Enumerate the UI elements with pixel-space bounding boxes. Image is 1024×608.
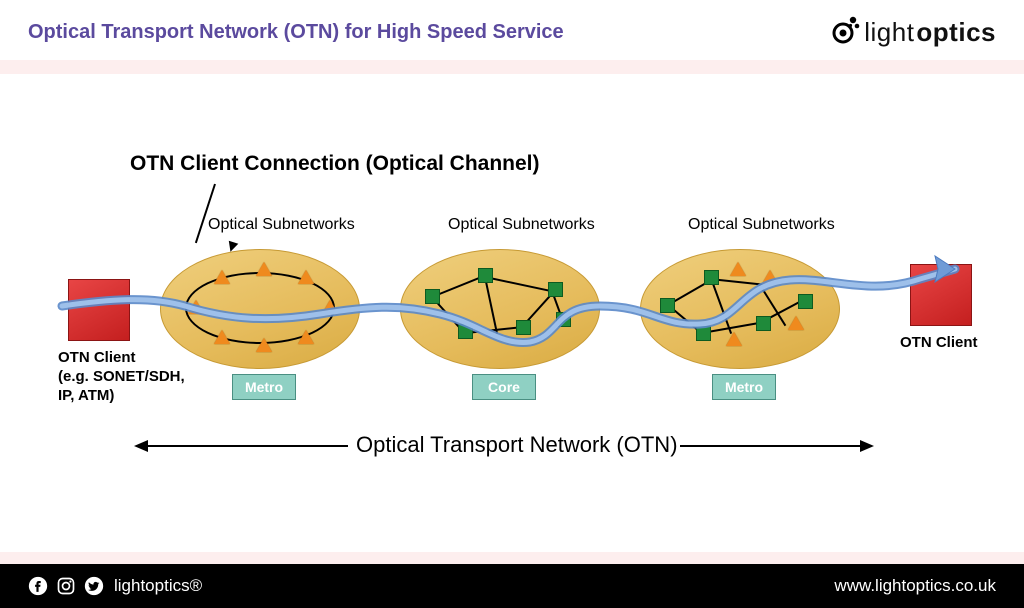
mesh-node-tri-icon	[788, 316, 804, 330]
mesh-node-icon	[696, 326, 711, 341]
mesh-node-icon	[704, 270, 719, 285]
page-title: Optical Transport Network (OTN) for High…	[28, 21, 564, 44]
mesh-node-icon	[660, 298, 675, 313]
ring-node-icon	[214, 270, 230, 284]
footer-handle: lightoptics®	[114, 576, 202, 596]
footer: lightoptics® www.lightoptics.co.uk	[0, 564, 1024, 608]
mesh-node-icon	[798, 294, 813, 309]
ring-node-icon	[298, 270, 314, 284]
otn-client-left	[68, 279, 130, 341]
mesh-node-tri-icon	[730, 262, 746, 276]
brand-logo: lightoptics	[832, 14, 996, 51]
pointer-arrow-line	[195, 184, 216, 244]
otn-client-right	[910, 264, 972, 326]
left-client-label: OTN Client (e.g. SONET/SDH, IP, ATM)	[58, 349, 185, 405]
footer-url: www.lightoptics.co.uk	[834, 576, 996, 596]
logo-mark-icon	[832, 14, 862, 51]
instagram-icon	[56, 576, 76, 596]
mesh-node-icon	[516, 320, 531, 335]
header-divider	[0, 60, 1024, 74]
mesh-node-tri-icon	[726, 332, 742, 346]
mesh-node-icon	[556, 312, 571, 327]
facebook-icon	[28, 576, 48, 596]
footer-divider	[0, 552, 1024, 564]
span-arrow-left-icon	[134, 440, 148, 452]
mesh-node-tri-icon	[762, 270, 778, 284]
tag-metro-left: Metro	[232, 374, 296, 400]
logo-text-thin: light	[864, 17, 914, 48]
subnet-core	[400, 249, 600, 369]
span-arrow-right-icon	[860, 440, 874, 452]
ring-node-icon	[214, 330, 230, 344]
ring-node-icon	[298, 330, 314, 344]
span-label: Optical Transport Network (OTN)	[356, 432, 678, 458]
mesh-node-icon	[458, 324, 473, 339]
subnet-label-3: Optical Subnetworks	[688, 216, 835, 234]
ring-node-icon	[256, 338, 272, 352]
connection-title-label: OTN Client Connection (Optical Channel)	[130, 152, 540, 176]
right-client-label: OTN Client	[900, 334, 978, 351]
mesh-node-icon	[756, 316, 771, 331]
span-arrow-line	[680, 445, 860, 447]
diagram-canvas: OTN Client Connection (Optical Channel) …	[0, 74, 1024, 544]
ring-node-icon	[256, 262, 272, 276]
left-client-line2: (e.g. SONET/SDH,	[58, 368, 185, 387]
ring-node-icon	[322, 300, 338, 314]
mesh-node-icon	[425, 289, 440, 304]
mesh-node-icon	[548, 282, 563, 297]
social-icons	[28, 576, 104, 596]
logo-text-bold: optics	[916, 17, 996, 48]
twitter-icon	[84, 576, 104, 596]
left-client-line3: IP, ATM)	[58, 387, 185, 406]
header: Optical Transport Network (OTN) for High…	[0, 0, 1024, 60]
ring-node-icon	[188, 300, 204, 314]
tag-metro-right: Metro	[712, 374, 776, 400]
mesh-node-icon	[478, 268, 493, 283]
subnet-label-2: Optical Subnetworks	[448, 216, 595, 234]
span-arrow-line	[148, 445, 348, 447]
subnet-label-1: Optical Subnetworks	[208, 216, 355, 234]
left-client-line1: OTN Client	[58, 349, 185, 368]
tag-core: Core	[472, 374, 536, 400]
